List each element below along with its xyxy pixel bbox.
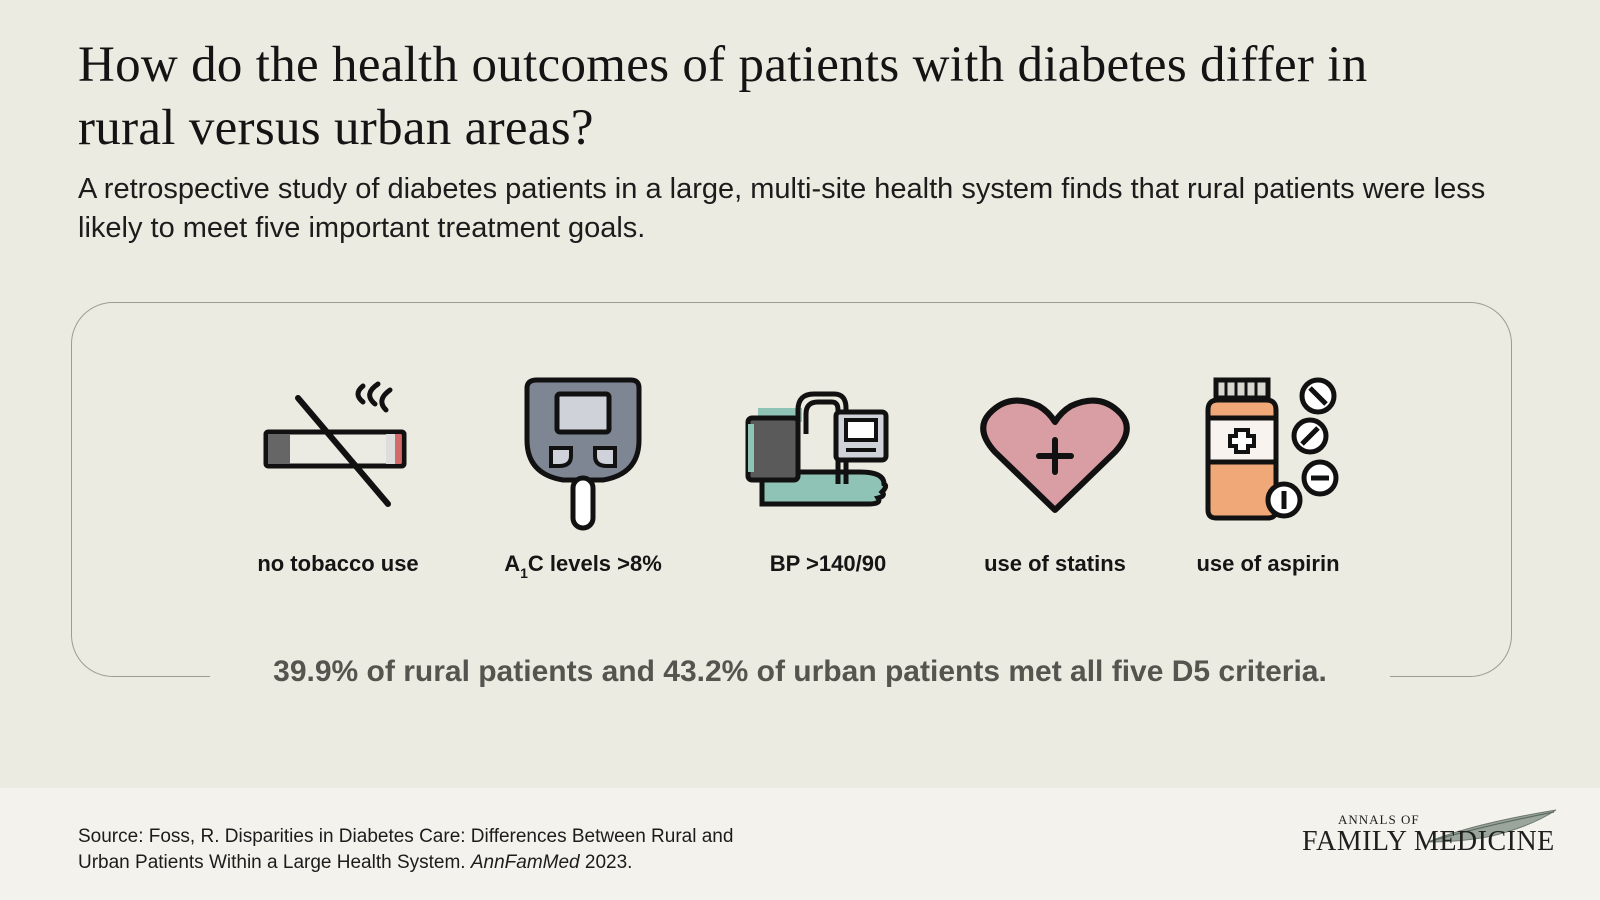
page-subtitle: A retrospective study of diabetes patien… <box>78 173 1486 244</box>
criterion-bp: BP >140/90 <box>728 374 928 594</box>
criterion-label: A1C levels >8% <box>483 551 683 581</box>
logo-top-text: ANNALS OF <box>1338 812 1420 827</box>
criterion-statins: use of statins <box>955 374 1155 594</box>
journal-logo: ANNALS OF FAMILY MEDICINE <box>1302 806 1562 886</box>
criterion-label: use of aspirin <box>1196 551 1340 576</box>
feather-icon <box>1427 809 1557 843</box>
summary-wrap: 39.9% of rural patients and 43.2% of urb… <box>210 650 1390 694</box>
criterion-label: use of statins <box>984 551 1126 576</box>
blood-pressure-monitor-icon <box>728 374 928 534</box>
criterion-label: BP >140/90 <box>769 551 887 576</box>
footer: Source: Foss, R. Disparities in Diabetes… <box>0 788 1600 900</box>
no-smoking-icon <box>238 374 438 534</box>
label-subscript: 1 <box>520 565 528 581</box>
heart-plus-icon <box>955 374 1155 534</box>
pill-bottle-icon <box>1168 374 1368 534</box>
criterion-no-tobacco: no tobacco use <box>238 374 438 594</box>
criterion-label: no tobacco use <box>257 551 419 576</box>
source-text: Source: Foss, R. Disparities in Diabetes… <box>78 826 734 873</box>
label-suffix: C levels >8% <box>527 551 662 576</box>
summary-statistic: 39.9% of rural patients and 43.2% of urb… <box>273 655 1327 688</box>
source-citation: Source: Foss, R. Disparities in Diabetes… <box>78 824 778 876</box>
page-title: How do the health outcomes of patients w… <box>78 37 1368 156</box>
criterion-aspirin: use of aspirin <box>1168 374 1368 594</box>
criterion-a1c: A1C levels >8% <box>483 374 683 594</box>
source-journal: AnnFamMed <box>470 852 580 873</box>
glucose-meter-icon <box>483 374 683 534</box>
source-year: 2023. <box>579 852 633 873</box>
logo-bottom-text: FAMILY MEDICINE <box>1302 826 1555 857</box>
label-prefix: A <box>504 551 521 576</box>
